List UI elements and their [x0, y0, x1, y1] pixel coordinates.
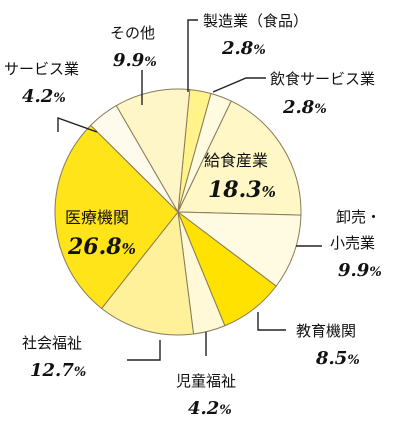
- label-child-welfare-name: 児童福祉: [176, 372, 236, 390]
- pie-slice-7: [54, 124, 179, 310]
- label-social-welfare-name: 社会福祉: [22, 334, 82, 352]
- label-medical-name: 医療機関: [65, 208, 129, 227]
- label-manufacturing-name: 製造業（食品）: [203, 12, 308, 30]
- pie-slice-6: [100, 210, 195, 336]
- pie-slices: [54, 88, 302, 336]
- label-education-value: 8.5%: [315, 348, 360, 369]
- leader-line-services: [57, 117, 98, 133]
- label-services-value: 4.2%: [22, 86, 66, 107]
- label-services-name: サービス業: [4, 60, 79, 78]
- leader-line-food-service: [212, 77, 266, 93]
- label-medical-value: 26.8%: [67, 234, 136, 260]
- leader-line-education: [257, 312, 286, 331]
- label-manufacturing-value: 2.8%: [221, 38, 266, 59]
- label-education-name: 教育機関: [296, 322, 356, 340]
- label-other-value: 9.9%: [113, 50, 157, 71]
- leader-line-manufacturing: [187, 19, 198, 92]
- label-retail-value: 9.9%: [338, 260, 382, 281]
- label-catering-value: 18.3%: [208, 177, 276, 203]
- pie-slice-2: [177, 100, 302, 216]
- label-other-name: その他: [110, 24, 155, 42]
- label-food-service-name: 飲食サービス業: [270, 70, 375, 88]
- leader-lines: [57, 19, 322, 361]
- label-retail-name-line1: 卸売・: [336, 208, 381, 226]
- pie-slice-3: [176, 211, 302, 287]
- leader-line-social-welfare: [127, 340, 161, 361]
- label-social-welfare-value: 12.7%: [30, 360, 86, 381]
- label-catering-name: 給食産業: [204, 151, 268, 170]
- label-retail-name-line2: 小売業: [330, 234, 375, 252]
- label-food-service-value: 2.8%: [282, 97, 327, 118]
- label-child-welfare-value: 4.2%: [188, 398, 232, 419]
